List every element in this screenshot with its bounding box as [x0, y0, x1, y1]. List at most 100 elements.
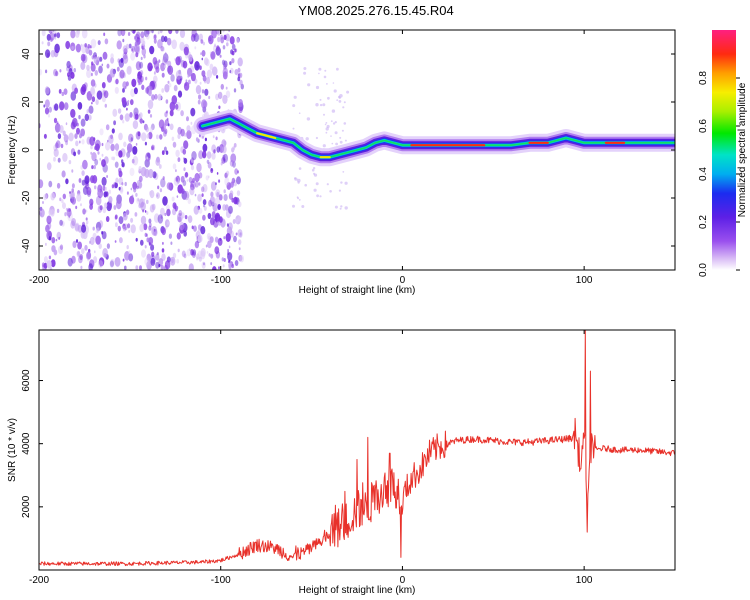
noise-blob	[222, 94, 228, 104]
noise-blob	[233, 88, 237, 93]
noise-blob	[187, 215, 193, 224]
noise-blob	[63, 134, 69, 143]
noise-blob	[104, 202, 108, 208]
noise-blob	[315, 182, 319, 186]
noise-blob	[165, 99, 169, 104]
noise-blob	[82, 54, 88, 64]
noise-blob	[45, 224, 50, 233]
noise-blob	[93, 256, 98, 264]
noise-blob	[137, 131, 141, 137]
noise-blob	[239, 79, 243, 86]
noise-blob	[132, 120, 139, 130]
noise-blob	[124, 265, 127, 270]
noise-blob	[182, 148, 187, 155]
noise-blob	[61, 199, 64, 204]
noise-blob	[187, 74, 190, 78]
noise-blob	[229, 36, 235, 45]
noise-blob	[75, 43, 81, 53]
noise-blob	[149, 114, 153, 118]
noise-blob	[190, 107, 196, 117]
noise-blob	[180, 128, 185, 137]
noise-blob	[197, 234, 203, 243]
colorbar: 0.0 0.2 0.4 0.6 0.8 Normalized spectral ampl…	[698, 30, 748, 277]
noise-blob	[102, 248, 108, 258]
noise-blob	[338, 189, 341, 192]
noise-blob	[103, 90, 109, 99]
noise-blob	[176, 195, 179, 199]
colorbar-gradient	[712, 30, 736, 270]
noise-blob	[224, 177, 230, 186]
noise-blob	[199, 81, 202, 85]
noise-blob	[194, 172, 200, 182]
noise-blob	[122, 45, 128, 54]
noise-blob	[200, 52, 202, 56]
noise-blob	[144, 210, 147, 213]
noise-blob	[326, 83, 328, 85]
noise-blob	[234, 69, 239, 76]
noise-blob	[169, 123, 174, 131]
noise-blob	[224, 172, 228, 179]
noise-blob	[134, 43, 140, 53]
noise-blob	[151, 30, 154, 34]
snr-series-line	[39, 330, 675, 567]
noise-blob	[223, 236, 226, 240]
noise-blob	[135, 142, 138, 146]
noise-blob	[138, 165, 142, 172]
noise-blob	[336, 67, 339, 71]
noise-blob	[318, 72, 320, 75]
noise-blob	[204, 88, 209, 96]
noise-blob	[161, 150, 165, 156]
noise-blob	[235, 232, 238, 236]
noise-blob	[117, 108, 122, 114]
noise-blob	[188, 176, 193, 183]
noise-blob	[104, 38, 109, 45]
noise-blob	[97, 151, 100, 155]
noise-blob	[146, 156, 149, 160]
noise-blob	[177, 157, 181, 163]
noise-blob	[175, 70, 182, 80]
noise-blob	[135, 61, 142, 71]
noise-blob	[77, 241, 82, 250]
noise-blob	[73, 68, 76, 73]
noise-blob	[141, 132, 147, 142]
noise-blob	[42, 263, 47, 270]
noise-blob	[177, 126, 182, 135]
noise-blob	[69, 191, 71, 194]
noise-blob	[84, 43, 87, 48]
noise-blob	[114, 143, 120, 151]
noise-blob	[47, 113, 51, 118]
colorbar-tick-label: 0.4	[698, 167, 709, 181]
noise-blob	[70, 121, 76, 130]
noise-blob	[223, 258, 226, 262]
noise-blob	[202, 75, 207, 82]
noise-blob	[91, 96, 96, 103]
noise-blob	[158, 263, 161, 268]
noise-blob	[233, 235, 237, 243]
noise-blob	[50, 259, 56, 268]
noise-blob	[237, 215, 242, 222]
noise-blob	[218, 91, 223, 100]
noise-blob	[102, 206, 107, 214]
noise-blob	[297, 178, 301, 183]
noise-blob	[99, 157, 101, 161]
noise-blob	[155, 253, 160, 261]
noise-blob	[206, 251, 209, 254]
noise-blob	[164, 128, 168, 135]
noise-blob	[220, 37, 225, 44]
noise-blob	[313, 188, 317, 192]
noise-blob	[229, 230, 234, 238]
noise-blob	[194, 61, 200, 71]
noise-blob	[132, 146, 138, 155]
noise-blob	[115, 78, 119, 85]
noise-blob	[210, 262, 213, 266]
noise-blob	[134, 33, 140, 43]
noise-blob	[149, 126, 154, 133]
noise-blob	[59, 69, 62, 73]
noise-blob	[139, 61, 144, 69]
noise-blob	[209, 63, 214, 71]
noise-blob	[116, 66, 120, 72]
noise-blob	[67, 74, 72, 81]
noise-blob	[183, 140, 189, 150]
noise-blob	[39, 69, 43, 76]
